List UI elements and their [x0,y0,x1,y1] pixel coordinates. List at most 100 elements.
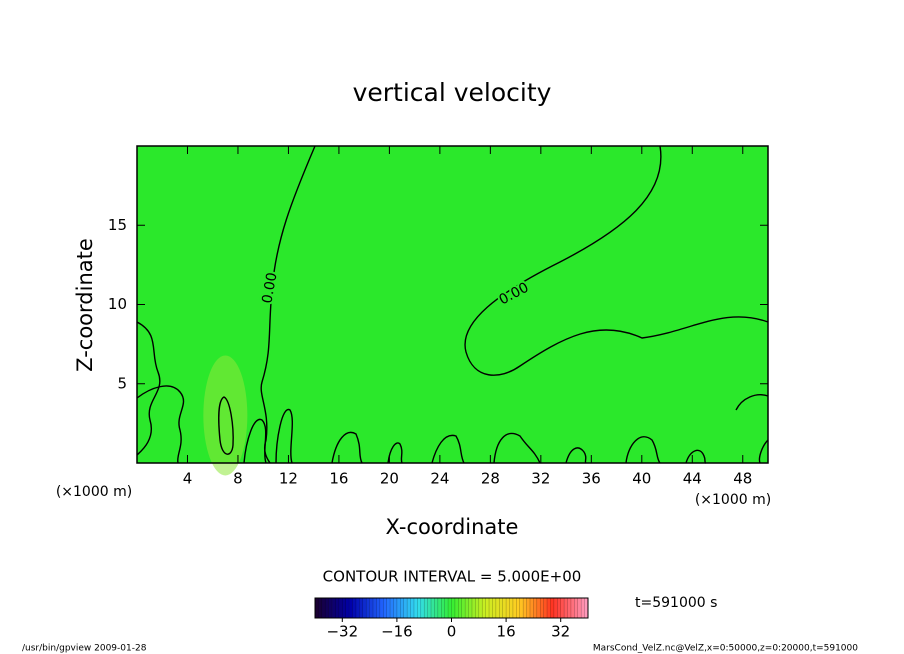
y-axis-label: Z-coordinate [73,238,97,372]
colorbar-cell [461,598,466,618]
x-unit: (×1000 m) [695,492,771,508]
colorbar-tick-label: 16 [497,623,516,641]
colorbar-cell [349,598,353,618]
x-tick-label: 32 [531,470,550,488]
colorbar-cell [321,598,326,618]
contour-interval: CONTOUR INTERVAL = 5.000E+00 [323,568,582,586]
x-tick-label: 40 [632,470,651,488]
colorbar-cell [362,598,367,618]
colorbar-cell [383,598,387,618]
x-tick-label: 4 [183,470,193,488]
x-tick-label: 28 [481,470,500,488]
x-tick-label: 8 [233,470,243,488]
colorbar-cell [489,598,493,618]
contour-line [565,447,587,464]
colorbar-cell [352,598,357,618]
colorbar-cell [516,598,521,618]
colorbar-cell [465,598,469,618]
colorbar-tick-label: 32 [551,623,570,641]
colorbar-cell [318,598,323,618]
colorbar-cell [492,598,497,618]
colorbar-cell [567,598,572,618]
colorbar-cell [379,598,384,618]
colorbar-cell [444,598,449,618]
colorbar-cell [373,598,377,618]
colorbar-cell [564,598,568,618]
x-tick-label: 12 [279,470,298,488]
colorbar-cell [570,598,575,618]
colorbar-cell [359,598,364,618]
colorbar-cell [519,598,524,618]
colorbar-cell [458,598,463,618]
colorbar-cell [355,598,360,618]
colorbar-cell [581,598,585,618]
colorbar-cell [540,598,544,618]
colorbar-cell [560,598,565,618]
contour-line [464,145,769,376]
contour-line [275,409,293,464]
colorbar-cell [485,598,490,618]
colorbar-cell [468,598,473,618]
y-tick-label: 15 [108,216,127,234]
colorbar-cell [417,598,422,618]
contour-line [136,385,185,464]
colorbar-cell [495,598,500,618]
footer-left: /usr/bin/gpview 2009-01-28 [22,644,147,654]
colorbar-cell [482,598,486,618]
y-tick-label: 5 [117,374,127,392]
x-tick-label: 24 [430,470,449,488]
x-tick-label: 36 [582,470,601,488]
colorbar-cell [441,598,445,618]
colorbar-cell [328,598,333,618]
colorbar-cell [550,598,555,618]
colorbar-cell [431,598,435,618]
contour-line [735,394,769,464]
colorbar-cell [369,598,374,618]
colorbar-cell [478,598,483,618]
contour-line [218,396,234,455]
colorbar-cell [390,598,394,618]
colorbar-cell [577,598,582,618]
y-tick-label: 10 [108,295,127,313]
contour-line [243,418,267,464]
colorbar-cell [376,598,381,618]
colorbar-cell [386,598,391,618]
colorbar-cell [506,598,510,618]
contour-line [493,432,541,464]
colorbar-cell [475,598,480,618]
colorbar-cell [427,598,432,618]
chart-title: vertical velocity [353,78,552,107]
colorbar-tick-label: 0 [447,623,457,641]
contour-line [331,431,363,464]
y-unit: (×1000 m) [56,484,132,500]
colorbar-cell [529,598,534,618]
colorbar-cell [424,598,428,618]
contour-line [136,321,161,456]
colorbar-cell [403,598,408,618]
time-label: t=591000 s [635,595,717,611]
contour-line [431,434,465,464]
colorbar-cell [315,598,319,618]
colorbar-cell [434,598,439,618]
colorbar-tick-label: −32 [326,623,358,641]
contour-line [625,436,661,464]
colorbar-cell [393,598,398,618]
colorbar-cell [325,598,329,618]
colorbar-cell [584,598,589,618]
colorbar-cell [407,598,411,618]
field-anomaly [203,355,248,476]
colorbar-tick-label: −16 [381,623,413,641]
colorbar-cell [499,598,503,618]
colorbar-cell [533,598,538,618]
colorbar-cell [400,598,405,618]
colorbar-cell [553,598,558,618]
colorbar-cell [454,598,459,618]
colorbar-cell [342,598,347,618]
colorbar-cell [332,598,336,618]
colorbar-cell [448,598,452,618]
colorbar-cell [574,598,579,618]
x-tick-label: 16 [329,470,348,488]
colorbar-cell [523,598,527,618]
colorbar-cell [502,598,507,618]
